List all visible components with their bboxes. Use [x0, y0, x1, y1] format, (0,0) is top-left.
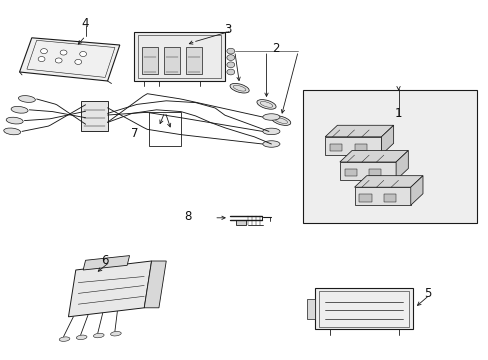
Circle shape	[60, 50, 67, 55]
Polygon shape	[339, 150, 407, 162]
Polygon shape	[381, 125, 393, 155]
Polygon shape	[68, 261, 151, 317]
Bar	[354, 144, 366, 151]
Circle shape	[80, 51, 86, 57]
Circle shape	[75, 59, 81, 64]
Ellipse shape	[110, 332, 121, 336]
Bar	[163, 47, 180, 74]
Circle shape	[55, 58, 62, 63]
Polygon shape	[395, 150, 407, 180]
Polygon shape	[325, 125, 393, 137]
Bar	[368, 169, 381, 176]
Bar	[329, 144, 342, 151]
Bar	[344, 169, 356, 176]
Text: 7: 7	[130, 127, 138, 140]
Polygon shape	[354, 187, 410, 205]
Bar	[142, 47, 158, 74]
Ellipse shape	[271, 116, 290, 125]
Bar	[319, 291, 408, 327]
Polygon shape	[325, 137, 381, 155]
Bar	[315, 288, 412, 329]
Circle shape	[226, 69, 234, 75]
Circle shape	[41, 49, 47, 54]
Circle shape	[226, 62, 234, 68]
Polygon shape	[144, 261, 166, 308]
Text: 4: 4	[81, 17, 89, 30]
Text: 2: 2	[272, 42, 280, 55]
Bar	[134, 32, 224, 81]
Bar	[383, 194, 395, 202]
Circle shape	[38, 57, 45, 62]
Ellipse shape	[59, 337, 70, 341]
Text: 6: 6	[101, 255, 109, 267]
Circle shape	[226, 55, 234, 60]
Circle shape	[226, 48, 234, 54]
Ellipse shape	[19, 96, 35, 102]
Text: 1: 1	[394, 107, 402, 120]
Ellipse shape	[263, 141, 279, 147]
Text: 5: 5	[423, 287, 431, 300]
Bar	[185, 47, 202, 74]
Ellipse shape	[93, 333, 104, 338]
Ellipse shape	[76, 335, 87, 339]
Ellipse shape	[6, 117, 23, 124]
Bar	[149, 112, 181, 146]
Bar	[138, 35, 221, 78]
Bar	[303, 90, 476, 223]
Polygon shape	[339, 162, 395, 180]
Polygon shape	[20, 38, 120, 81]
Text: 3: 3	[223, 23, 231, 36]
Text: 8: 8	[184, 210, 192, 223]
Bar	[81, 101, 107, 131]
Ellipse shape	[229, 84, 249, 93]
Polygon shape	[354, 176, 422, 187]
Ellipse shape	[11, 107, 28, 113]
Ellipse shape	[263, 128, 279, 135]
Polygon shape	[410, 176, 422, 205]
Bar	[359, 194, 371, 202]
Bar	[306, 299, 315, 319]
Ellipse shape	[256, 100, 276, 109]
Ellipse shape	[263, 114, 279, 120]
Ellipse shape	[4, 128, 20, 135]
Polygon shape	[83, 256, 129, 270]
Bar	[235, 220, 246, 225]
